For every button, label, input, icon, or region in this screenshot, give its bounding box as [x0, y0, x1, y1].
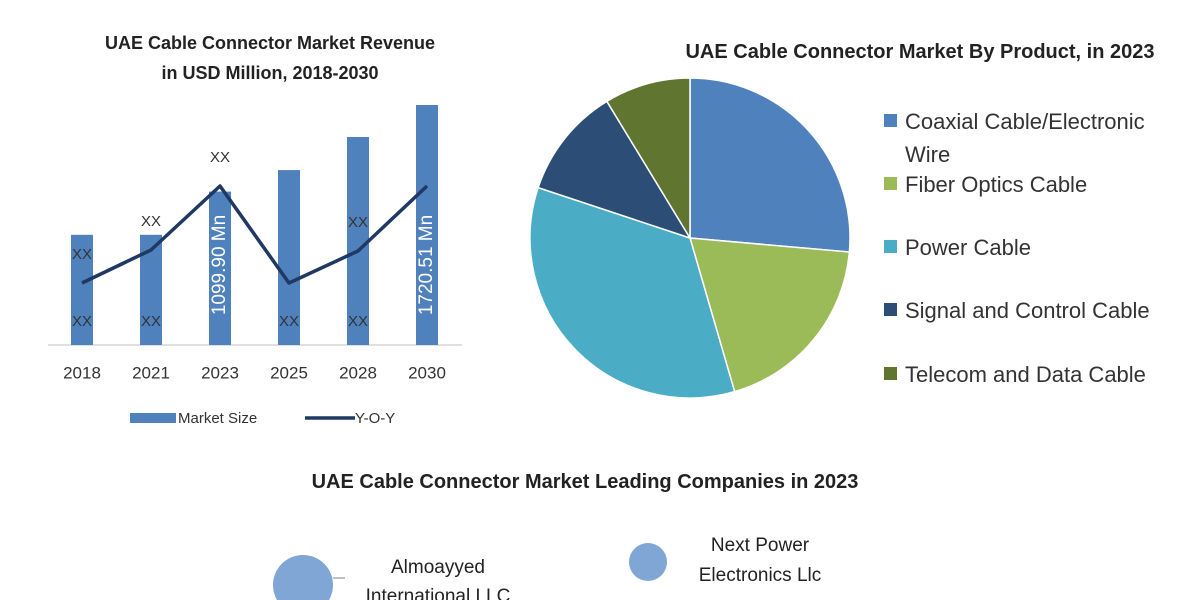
- data-label: XX: [72, 313, 92, 330]
- legend-swatch: [130, 413, 176, 423]
- bar: [416, 105, 438, 345]
- chart-title: UAE Cable Connector Market By Product, i…: [685, 41, 1155, 63]
- data-label: 1720.51 Mn: [416, 215, 437, 315]
- x-tick-label: 2025: [270, 363, 308, 382]
- legend-label: Signal and Control Cable: [905, 298, 1150, 323]
- data-label: XX: [348, 214, 368, 231]
- legend-label: Coaxial Cable/Electronic Wire: [905, 109, 1145, 167]
- data-label: 1099.90 Mn: [209, 215, 230, 315]
- company-name: Next Power Electronics Llc: [698, 535, 822, 586]
- pie-slice: [688, 237, 851, 393]
- company-name: Almoayyed International LLC: [365, 557, 511, 600]
- company-bubble: [629, 543, 667, 581]
- data-label: XX: [141, 213, 161, 230]
- pie-slice: [537, 100, 692, 240]
- legend-swatch: [884, 303, 897, 316]
- data-label: XX: [72, 246, 92, 263]
- legend-swatch: [884, 177, 897, 190]
- data-label: XX: [279, 313, 299, 330]
- bar: [140, 234, 162, 345]
- legend-label: Telecom and Data Cable: [905, 362, 1146, 387]
- legend-swatch: [884, 114, 897, 127]
- bar: [71, 234, 93, 345]
- data-label: XX: [348, 313, 368, 330]
- data-label: XX: [210, 149, 230, 166]
- legend-swatch: [884, 240, 897, 253]
- x-tick-label: 2030: [408, 363, 446, 382]
- x-tick-label: 2023: [201, 363, 239, 382]
- line-series: [81, 184, 429, 285]
- x-tick-label: 2021: [132, 363, 170, 382]
- legend-label: Power Cable: [905, 235, 1031, 260]
- legend-label: Market Size: [178, 410, 257, 427]
- pie-slice: [605, 77, 691, 241]
- pie-slice: [529, 186, 736, 399]
- data-label: XX: [141, 313, 161, 330]
- legend-label: Fiber Optics Cable: [905, 172, 1088, 197]
- legend-label: Y-O-Y: [355, 410, 395, 427]
- bar: [278, 170, 300, 345]
- x-tick-label: 2028: [339, 363, 377, 382]
- chart-title: UAE Cable Connector Market Revenue in US…: [104, 33, 436, 83]
- pie-slice: [689, 77, 851, 253]
- x-tick-label: 2018: [63, 363, 101, 382]
- legend-swatch: [884, 367, 897, 380]
- company-bubble: [273, 555, 333, 600]
- bar: [209, 191, 231, 345]
- section-title: UAE Cable Connector Market Leading Compa…: [311, 471, 859, 493]
- bar: [347, 137, 369, 345]
